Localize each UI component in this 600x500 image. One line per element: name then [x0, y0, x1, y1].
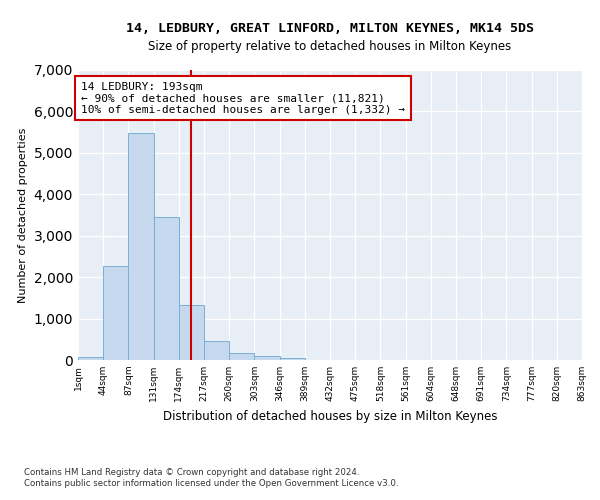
Bar [254, 356, 280, 360]
Text: 14 LEDBURY: 193sqm
← 90% of detached houses are smaller (11,821)
10% of semi-det: 14 LEDBURY: 193sqm ← 90% of detached hou… [81, 82, 405, 115]
Bar [154, 217, 179, 360]
Text: 14, LEDBURY, GREAT LINFORD, MILTON KEYNES, MK14 5DS: 14, LEDBURY, GREAT LINFORD, MILTON KEYNE… [126, 22, 534, 36]
Bar [229, 354, 254, 360]
Text: Size of property relative to detached houses in Milton Keynes: Size of property relative to detached ho… [148, 40, 512, 53]
Y-axis label: Number of detached properties: Number of detached properties [18, 128, 28, 302]
Text: Contains HM Land Registry data © Crown copyright and database right 2024.
Contai: Contains HM Land Registry data © Crown c… [24, 468, 398, 487]
X-axis label: Distribution of detached houses by size in Milton Keynes: Distribution of detached houses by size … [163, 410, 497, 422]
Bar [103, 266, 128, 360]
Bar [128, 133, 154, 360]
Bar [204, 340, 229, 360]
Bar [78, 357, 103, 360]
Bar [179, 306, 204, 360]
Bar [280, 358, 305, 360]
